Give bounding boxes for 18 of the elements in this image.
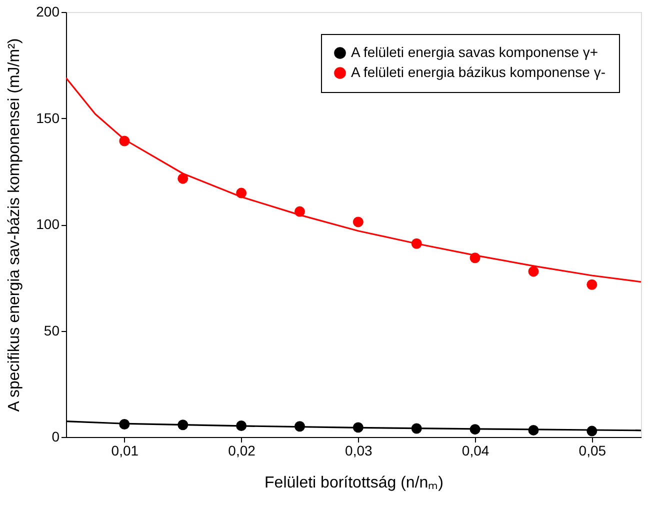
- point: [352, 216, 364, 228]
- x-axis-title: Felületi borítottság (n/nₘ): [264, 474, 444, 492]
- legend-label: A felületi energia bázikus komponense γ-: [351, 64, 606, 80]
- y-axis-title: A specifikus energia sav-bázis komponensei (mJ/m²): [6, 38, 24, 412]
- point: [178, 173, 188, 184]
- y-tick-label: 150: [36, 110, 60, 126]
- legend-label: A felületi energia savas komponense γ+: [351, 44, 598, 60]
- x-tick-label: 0,05: [578, 442, 606, 458]
- x-tick-label: 0,01: [111, 442, 139, 458]
- y-tick-label: 0: [52, 428, 60, 444]
- y-tick-label: 200: [36, 4, 60, 20]
- x-tick-label: 0,02: [228, 442, 256, 458]
- y-tick-label: 50: [44, 322, 60, 338]
- x-tick-label: 0,04: [462, 442, 490, 458]
- y-tick-label: 100: [36, 216, 60, 232]
- point: [528, 266, 539, 277]
- point: [586, 279, 598, 290]
- x-tick-label: 0,03: [345, 442, 373, 458]
